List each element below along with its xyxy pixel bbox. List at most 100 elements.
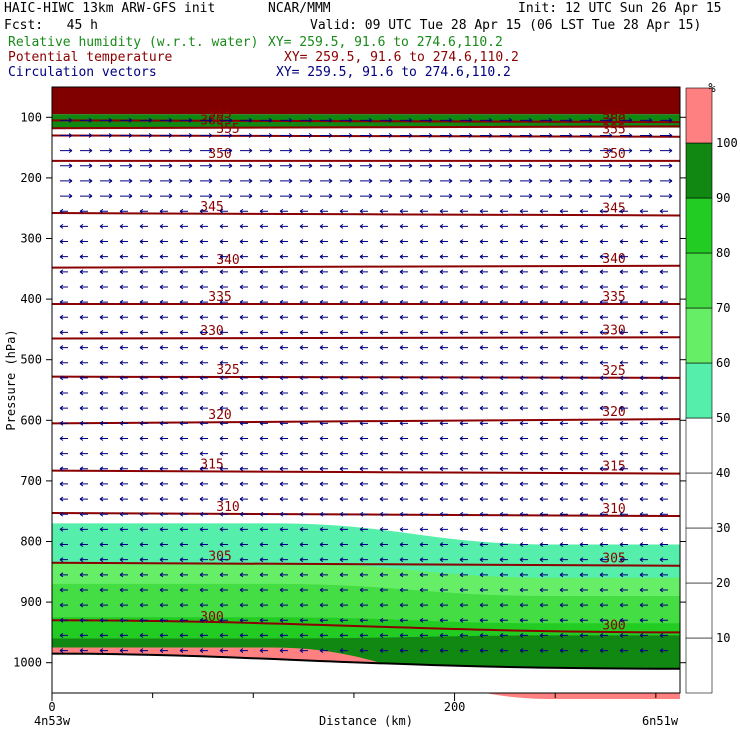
vector-arrow (420, 148, 433, 154)
vector-arrow (260, 178, 273, 184)
vector-arrow (339, 648, 348, 653)
vector-arrow (219, 511, 228, 517)
vector-arrow (199, 648, 208, 653)
vector-arrow (59, 557, 68, 563)
vector-arrow (119, 420, 128, 426)
vector-arrow (559, 466, 568, 472)
vector-arrow (80, 117, 93, 123)
vector-arrow (139, 511, 148, 517)
vector-arrow (639, 451, 648, 457)
vector-arrow (219, 436, 228, 441)
vector-arrow (219, 587, 228, 593)
vector-arrow (319, 269, 328, 275)
vector-arrow (199, 526, 208, 532)
vector-arrow (660, 133, 673, 138)
vector-arrow (319, 633, 328, 638)
vector-arrow (320, 133, 333, 138)
vector-arrow (240, 148, 253, 154)
vector-arrow (479, 466, 488, 472)
vector-arrow (199, 481, 208, 487)
vector-arrow (399, 542, 408, 547)
vector-arrow (99, 299, 108, 305)
vector-arrow (559, 481, 568, 487)
vector-arrow (399, 466, 408, 472)
vector-arrow (239, 299, 248, 305)
vector-arrow (379, 284, 388, 290)
vector-arrow (499, 496, 508, 502)
vector-arrow (540, 193, 553, 199)
vector-arrow (619, 466, 628, 472)
vector-arrow (379, 633, 388, 638)
vector-arrow (239, 557, 248, 563)
vector-arrow (439, 284, 448, 290)
vector-arrow (399, 633, 408, 638)
theta-contour-300 (51, 619, 681, 634)
vector-arrow (179, 542, 188, 547)
vector-arrow (579, 360, 588, 366)
vector-arrow (539, 314, 548, 320)
theta-label-345: 345 (200, 200, 223, 215)
vector-arrow (459, 451, 468, 457)
vector-arrow (159, 239, 168, 244)
vector-arrow (139, 345, 148, 350)
vector-arrow (559, 572, 568, 578)
vector-arrow (99, 330, 108, 335)
vector-arrow (639, 572, 648, 578)
vector-arrow (600, 133, 613, 138)
vector-arrow (580, 117, 593, 123)
vector-arrow (79, 208, 88, 214)
vector-arrow (59, 496, 68, 502)
vector-arrow (539, 436, 548, 441)
vector-arrow (159, 602, 168, 608)
vector-arrow (259, 496, 268, 502)
vector-arrow (119, 330, 128, 335)
theta-label-right-365: 365 (602, 108, 625, 123)
vector-arrow (379, 572, 388, 578)
vector-arrow (319, 451, 328, 457)
vector-arrow (259, 587, 268, 593)
vector-arrow (539, 542, 548, 547)
vector-arrow (179, 405, 188, 411)
vector-arrow (379, 496, 388, 502)
vector-arrow (239, 284, 248, 290)
vector-arrow (59, 451, 68, 457)
vector-arrow (379, 436, 388, 441)
vector-arrow (539, 345, 548, 350)
vector-arrow (579, 481, 588, 487)
vector-arrow (279, 239, 288, 244)
theta-label-right-315: 315 (602, 460, 625, 475)
field1-name: Relative humidity (w.r.t. water) (8, 35, 259, 50)
vector-arrow (559, 557, 568, 563)
vector-arrow (480, 133, 493, 138)
vector-arrow (599, 390, 608, 396)
vector-arrow (239, 375, 248, 381)
vector-arrow (639, 314, 648, 320)
vector-arrow (519, 481, 528, 487)
vector-arrow (99, 269, 108, 275)
vector-arrow (559, 360, 568, 366)
vector-arrow (519, 208, 528, 214)
colorbar-bin (685, 417, 713, 474)
vector-arrow (179, 299, 188, 305)
vector-arrow (419, 269, 428, 275)
vector-arrow (319, 284, 328, 290)
vector-arrow (140, 193, 153, 199)
vector-arrow (659, 633, 668, 638)
vector-arrow (279, 284, 288, 290)
vector-arrow (439, 511, 448, 517)
vector-arrow (79, 254, 88, 260)
vector-arrow (619, 269, 628, 275)
vector-arrow (459, 511, 468, 517)
vector-arrow (440, 178, 453, 184)
vector-arrow (159, 557, 168, 563)
vector-arrow (179, 648, 188, 653)
vector-arrow (159, 208, 168, 214)
vector-arrow (479, 451, 488, 457)
vector-arrow (79, 572, 88, 578)
vector-arrow (320, 178, 333, 184)
vector-arrow (599, 436, 608, 441)
vector-arrow (299, 299, 308, 305)
vector-arrow (259, 299, 268, 305)
vector-arrow (460, 163, 473, 169)
vector-arrow (299, 451, 308, 457)
